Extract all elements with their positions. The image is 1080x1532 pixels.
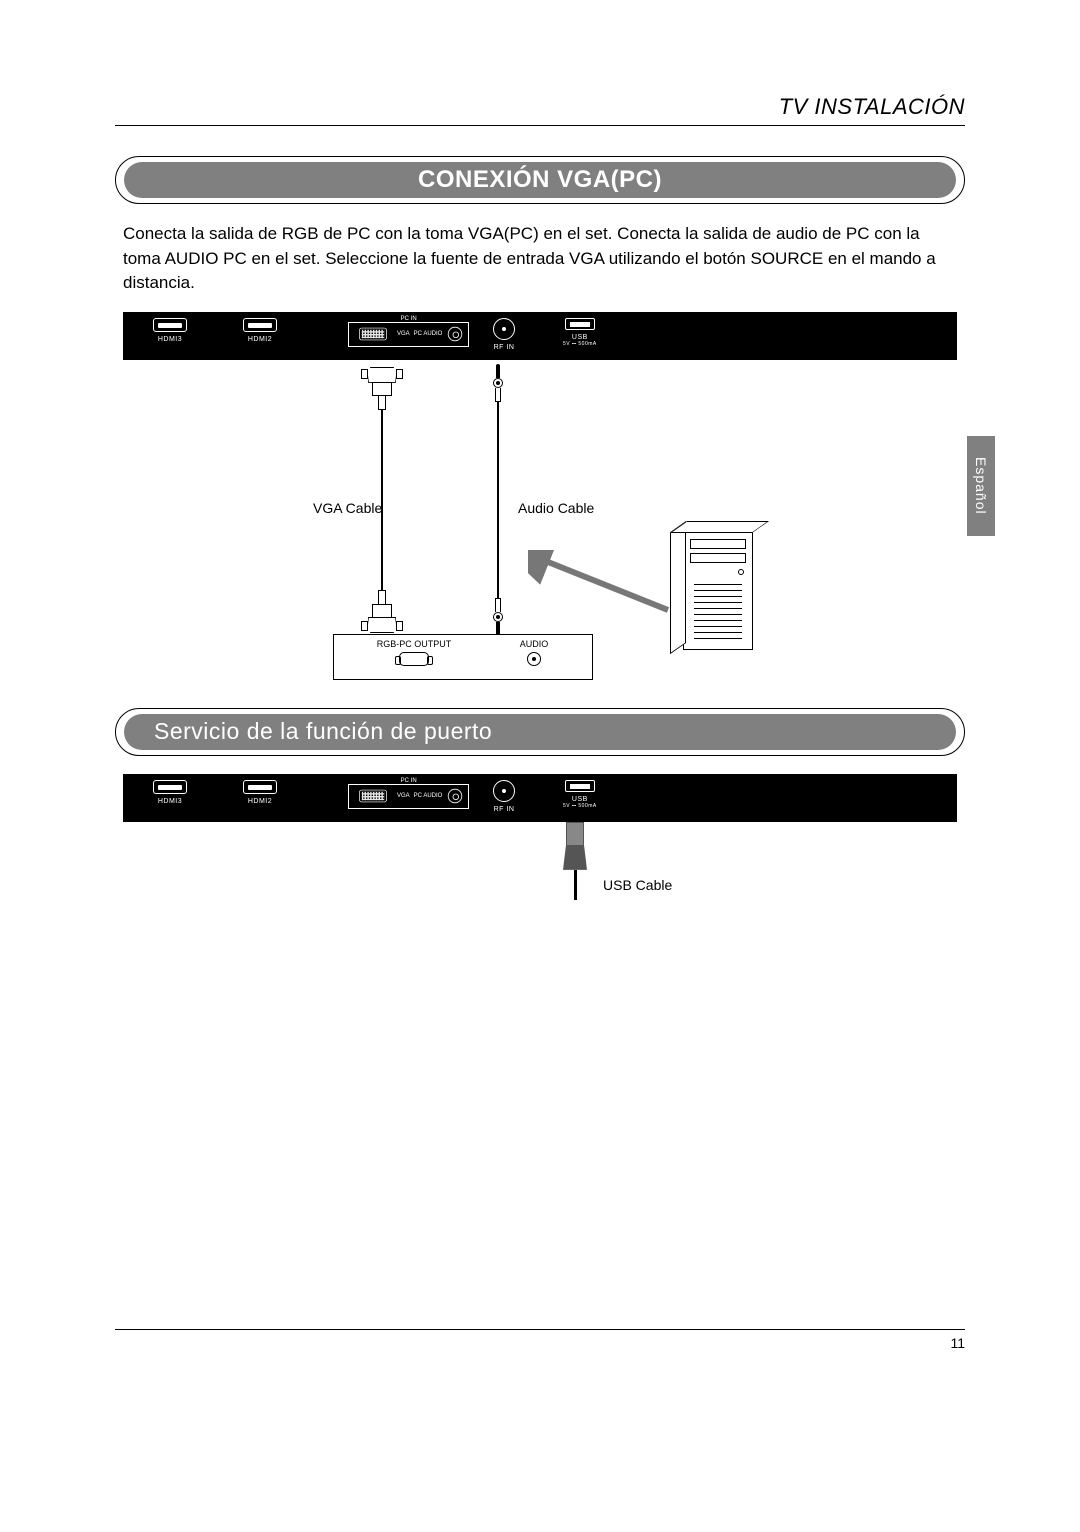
audio-plug-top-icon bbox=[493, 364, 503, 402]
port-hdmi2: HDMI2 bbox=[243, 318, 277, 343]
banner-port-service: Servicio de la función de puerto bbox=[115, 708, 965, 756]
audio-plug-bottom-icon bbox=[493, 598, 503, 636]
arrow-icon bbox=[528, 550, 678, 620]
port-hdmi3: HDMI3 bbox=[153, 318, 187, 343]
vga-connector-top-icon bbox=[363, 366, 401, 410]
usb-plug-icon bbox=[563, 822, 587, 900]
usb-connection-diagram: USB Cable bbox=[123, 822, 957, 932]
audio-output-label: AUDIO bbox=[520, 639, 549, 649]
language-tab: Español bbox=[967, 436, 995, 536]
vga-port-icon bbox=[399, 652, 429, 666]
page-content-frame: TV INSTALACIÓN 11 Español CONEXIÓN VGA(P… bbox=[115, 125, 965, 1330]
vga-connection-diagram: VGA Cable Audio Cable RGB-PC OUTPUT bbox=[123, 360, 957, 680]
port-rf-in: RF IN bbox=[493, 318, 515, 351]
section-header: TV INSTALACIÓN bbox=[779, 94, 965, 120]
port-usb: USB 5V ⎓ 500mA bbox=[563, 318, 597, 347]
audio-jack-icon bbox=[527, 652, 541, 666]
audio-cable-label: Audio Cable bbox=[518, 500, 594, 516]
banner-vga-connection: CONEXIÓN VGA(PC) bbox=[115, 156, 965, 204]
pc-tower-icon bbox=[683, 530, 753, 650]
intro-paragraph: Conecta la salida de RGB de PC con la to… bbox=[115, 222, 965, 312]
port-strip-2: HDMI3 HDMI2 PC IN VGA PC AUDIO RF IN USB… bbox=[123, 774, 957, 822]
banner-title: CONEXIÓN VGA(PC) bbox=[124, 162, 956, 198]
audio-cable-line bbox=[497, 402, 499, 598]
rgb-pc-output-label: RGB-PC OUTPUT bbox=[377, 639, 452, 649]
vga-cable-label: VGA Cable bbox=[313, 500, 382, 516]
port-strip-1: HDMI3 HDMI2 PC IN VGA PC AUDIO RF IN USB… bbox=[123, 312, 957, 360]
port-pc-in-group: PC IN VGA PC AUDIO bbox=[348, 322, 469, 347]
pc-output-panel: RGB-PC OUTPUT AUDIO bbox=[333, 634, 593, 680]
banner-title-2: Servicio de la función de puerto bbox=[124, 714, 956, 750]
usb-cable-label: USB Cable bbox=[603, 877, 672, 893]
page-number: 11 bbox=[950, 1335, 965, 1351]
vga-connector-bottom-icon bbox=[363, 590, 401, 634]
